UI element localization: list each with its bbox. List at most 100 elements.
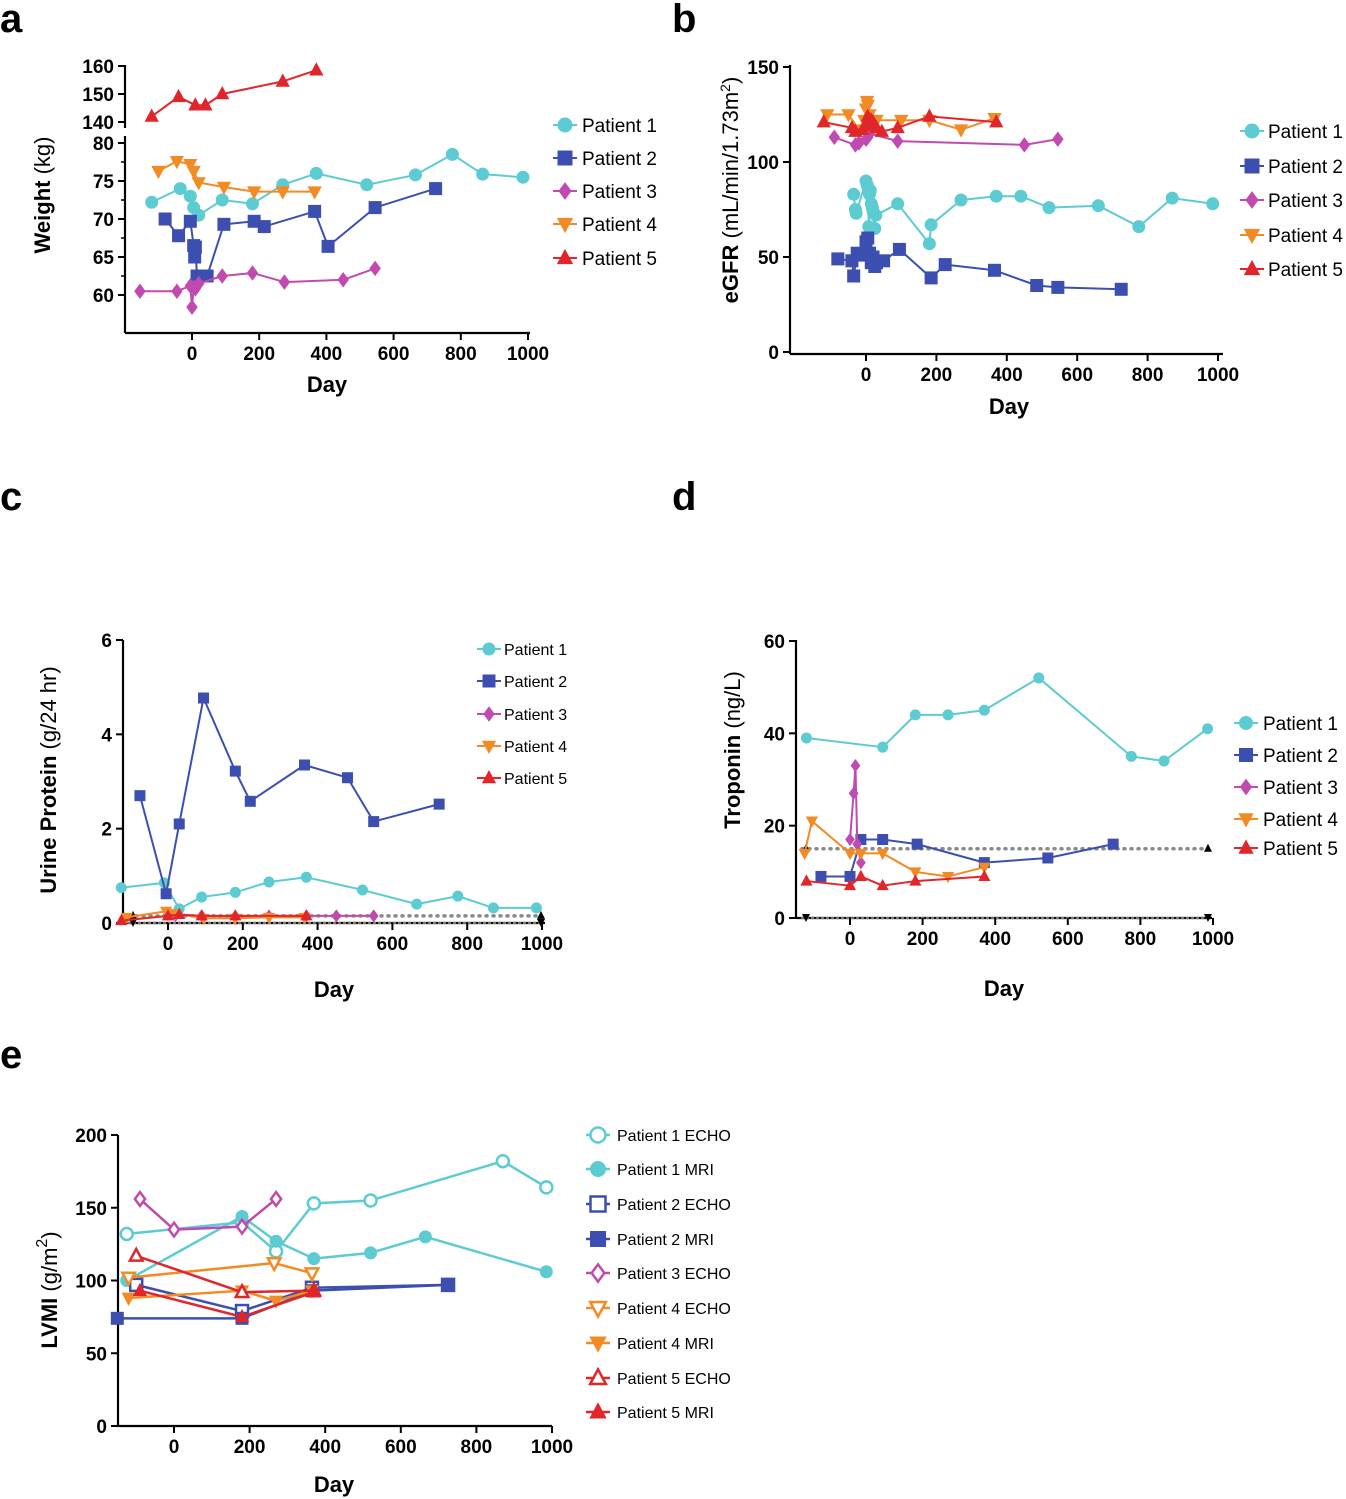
y-tick-label: 140 [82,113,114,134]
x-tick-label: 400 [991,365,1023,386]
data-point [798,848,811,861]
data-point [845,832,855,847]
series-patient-2 [831,231,1128,296]
legend-label: Patient 3 [1263,778,1338,799]
data-point [891,133,904,149]
series-patient-2 [158,182,443,283]
data-point [874,123,889,137]
data-point [452,890,464,902]
data-point [268,1295,284,1309]
legend-label: Patient 4 MRI [617,1336,714,1353]
data-point [922,237,936,251]
data-point [815,870,827,882]
legend-entry-patient-3: Patient 3 [553,182,657,203]
data-point [342,772,354,784]
data-point [158,212,172,226]
data-point [169,155,185,170]
series-line [139,1198,277,1231]
legend-symbol [481,740,497,754]
data-point [978,862,991,875]
y-tick-label: 60 [93,286,114,307]
data-point [978,704,990,716]
data-point [263,876,275,888]
data-point [1018,137,1031,153]
data-point [876,878,889,891]
panel-b-x-label: Day [989,394,1030,419]
y-tick-label: 100 [75,1272,107,1293]
data-point [246,265,259,281]
data-point [368,816,380,828]
data-point [110,1311,124,1325]
legend-marker [553,217,577,234]
legend-marker [586,1126,610,1144]
legend-label: Patient 4 [504,739,567,756]
data-point [530,902,542,914]
panel-c-y-label: Urine Protein (g/24 hr) [36,666,61,893]
x-tick-label: 600 [378,344,410,365]
legend-symbol [1239,716,1253,730]
series-patient-3-echo [133,1190,283,1239]
data-point [1202,723,1214,735]
legend-marker [586,1402,610,1419]
series-patient-1-mri [120,1209,553,1287]
data-point [539,1180,554,1195]
x-tick-label: 400 [979,929,1011,950]
panel-e-legend: Patient 1 ECHO Patient 1 MRI Patient 2 E… [586,1126,731,1422]
legend-label: Patient 2 [1268,157,1343,178]
legend-entry-patient-5: Patient 5 [1240,259,1343,281]
y-tick-label: 0 [768,343,779,364]
data-point [144,108,159,122]
data-point [368,201,382,215]
data-point [245,197,259,211]
legend-label: Patient 2 [1263,746,1338,767]
legend-entry-patient-1: Patient 1 [553,116,657,137]
panel-c-x-ticks: 0 200 400 600 800 1000 [163,923,563,955]
legend-symbol [588,1300,608,1320]
data-point [487,902,499,914]
data-point [877,834,889,846]
legend-marker [586,1300,610,1320]
data-point [828,129,841,146]
series-patient-4 [798,816,991,884]
legend-label: Patient 1 [582,116,657,137]
legend-marker [1234,839,1258,854]
data-point [356,884,368,896]
series-line [126,1159,547,1253]
series-patient-2 [815,834,1119,882]
data-point [856,856,866,870]
series-line [803,820,985,878]
legend-label: Patient 2 [582,149,657,170]
legend-label: Patient 2 ECHO [617,1197,731,1214]
data-point [847,269,861,283]
data-point [989,189,1003,203]
legend-label: Patient 1 [1268,122,1343,143]
legend-label: Patient 1 ECHO [617,1128,731,1145]
data-point [850,759,861,773]
legend-symbol [590,1231,606,1247]
y-tick-label: 75 [93,172,115,193]
x-tick-label: 0 [861,365,872,386]
data-point [860,99,875,113]
data-point [891,197,905,211]
data-point [1033,672,1045,684]
legend-marker [477,770,501,784]
data-point [363,1193,378,1208]
data-point [1042,852,1054,864]
panel-d-x-label: Day [984,976,1025,1001]
panel-a-series [134,62,530,315]
legend-marker [586,1231,610,1247]
panel-e-x-ticks: 0 200 400 600 800 1000 [169,1426,573,1458]
legend-label: Patient 2 MRI [617,1232,714,1249]
data-point [309,166,323,180]
legend-entry-patient-2-mri: Patient 2 MRI [586,1231,714,1249]
data-point [1206,197,1220,211]
x-tick-label: 1000 [1197,365,1239,386]
data-point [1030,279,1044,292]
legend-marker [477,740,501,754]
legend-entry-patient-3: Patient 3 [1240,191,1343,212]
data-point [909,709,921,721]
legend-symbol [1243,228,1261,245]
legend-entry-patient-5-echo: Patient 5 ECHO [586,1366,731,1388]
data-point [987,263,1001,277]
legend-entry-patient-5-mri: Patient 5 MRI [586,1402,714,1422]
